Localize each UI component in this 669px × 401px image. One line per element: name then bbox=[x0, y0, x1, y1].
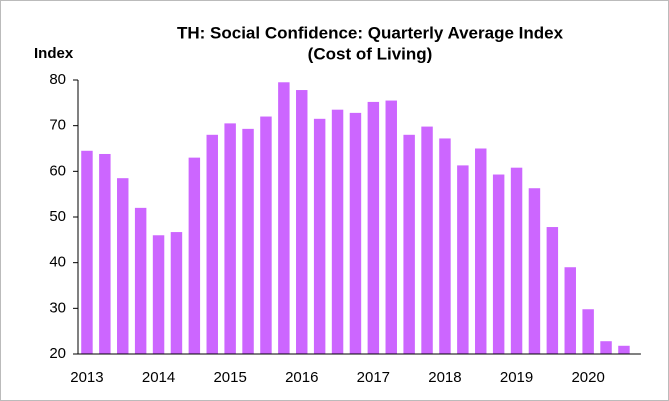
bar bbox=[349, 112, 362, 354]
x-tick-label: 2018 bbox=[428, 369, 461, 386]
chart-title: (Cost of Living) bbox=[308, 44, 433, 63]
bar bbox=[600, 341, 612, 354]
y-tick-label: 50 bbox=[49, 208, 66, 225]
bar bbox=[224, 123, 236, 354]
bar bbox=[313, 118, 326, 354]
bar bbox=[564, 267, 576, 354]
y-tick-label: 40 bbox=[49, 254, 66, 271]
bar bbox=[296, 90, 308, 355]
bar bbox=[117, 178, 129, 354]
bar bbox=[331, 109, 344, 354]
bar bbox=[546, 227, 559, 354]
y-tick-label: 20 bbox=[49, 345, 66, 362]
bar bbox=[152, 235, 165, 354]
y-axis-label: Index bbox=[34, 45, 74, 62]
bar bbox=[134, 207, 147, 354]
y-tick-label: 30 bbox=[49, 299, 66, 316]
x-tick-label: 2014 bbox=[142, 369, 175, 386]
bar bbox=[510, 167, 523, 354]
bar bbox=[260, 116, 272, 355]
bar bbox=[188, 157, 201, 354]
y-tick-label: 80 bbox=[49, 71, 66, 88]
bar bbox=[439, 138, 451, 354]
bar bbox=[528, 188, 541, 354]
chart-title: TH: Social Confidence: Quarterly Average… bbox=[177, 23, 564, 42]
bar bbox=[582, 309, 594, 354]
x-tick-label: 2017 bbox=[357, 369, 390, 386]
bar bbox=[403, 134, 415, 354]
x-tick-label: 2013 bbox=[70, 369, 103, 386]
x-tick-label: 2015 bbox=[213, 369, 246, 386]
bar bbox=[170, 232, 183, 354]
y-tick-label: 70 bbox=[49, 117, 66, 134]
bar bbox=[421, 126, 433, 354]
bar bbox=[99, 153, 111, 354]
bar bbox=[242, 128, 254, 354]
bar bbox=[457, 165, 469, 354]
bar bbox=[492, 174, 505, 354]
y-tick-label: 60 bbox=[49, 162, 66, 179]
bar bbox=[385, 100, 397, 354]
x-tick-label: 2020 bbox=[571, 369, 604, 386]
bar bbox=[278, 82, 290, 355]
x-tick-label: 2016 bbox=[285, 369, 318, 386]
bar bbox=[81, 150, 93, 354]
bar bbox=[475, 148, 487, 354]
bar bbox=[367, 101, 380, 354]
bar bbox=[206, 134, 218, 354]
x-tick-label: 2019 bbox=[500, 369, 533, 386]
bar bbox=[618, 345, 630, 354]
